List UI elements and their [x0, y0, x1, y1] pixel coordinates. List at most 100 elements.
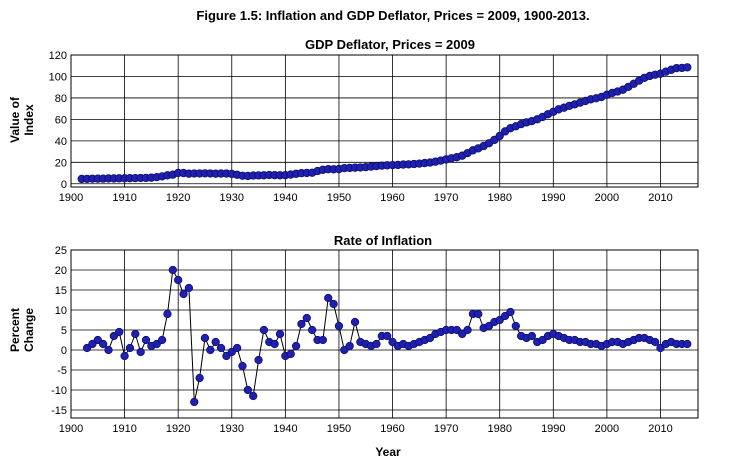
plot-frame — [70, 249, 699, 419]
y-tick-label: 0 — [61, 345, 67, 357]
x-axis-label: Year — [375, 445, 401, 459]
data-point — [308, 325, 317, 335]
x-tick-label: 1920 — [166, 423, 190, 435]
x-tick-label: 1990 — [541, 423, 565, 435]
data-point — [650, 337, 660, 347]
data-point — [120, 351, 129, 361]
y-tick-label: 25 — [55, 245, 67, 257]
y-tick-label: -5 — [57, 365, 67, 377]
y-tick-label: 15 — [55, 285, 67, 297]
data-point — [318, 335, 328, 345]
x-tick-label: 1980 — [487, 423, 511, 435]
x-tick-label: 1900 — [59, 423, 83, 435]
x-tick-label: 2010 — [648, 423, 672, 435]
data-point — [291, 341, 301, 351]
x-tick-label: 1940 — [273, 423, 297, 435]
data-point — [495, 131, 504, 141]
x-tick-label: 1980 — [487, 192, 511, 204]
data-point — [174, 275, 183, 285]
inflation-plot-area: 1900 1910 1920 1930 1940 1950 1960 1970 1980 1990… — [51, 245, 699, 435]
data-point — [270, 339, 279, 349]
deflator-chart: GDP Deflator, Prices = 2009 Value of Ind… — [8, 37, 699, 204]
x-tick-label: 1960 — [380, 423, 404, 435]
data-point — [99, 339, 108, 349]
y-tick-label: 80 — [55, 93, 67, 105]
y-tick-label: 0 — [61, 179, 67, 191]
x-tick-label: 2000 — [595, 192, 619, 204]
data-point — [463, 325, 472, 335]
deflator-chart-title: GDP Deflator, Prices = 2009 — [305, 37, 475, 52]
data-point — [168, 265, 177, 275]
data-point — [297, 319, 306, 329]
x-tick-label: 1900 — [59, 192, 83, 204]
data-point — [136, 347, 145, 357]
x-tick-label: 1960 — [380, 192, 404, 204]
data-point — [249, 391, 258, 401]
x-tick-label: 1940 — [273, 192, 297, 204]
deflator-plot-area: 1900 1910 1920 1930 1940 1950 1960 1970 1980 1990… — [49, 50, 699, 204]
data-point — [683, 63, 692, 72]
y-tick-label: 10 — [55, 305, 67, 317]
data-point — [324, 293, 333, 303]
data-point — [254, 355, 263, 365]
x-tick-label: 1970 — [434, 192, 458, 204]
inflation-ylabel-line1: Percent — [8, 308, 22, 352]
x-tick-label: 2010 — [648, 192, 672, 204]
x-tick-label: 1910 — [112, 192, 136, 204]
data-point — [125, 343, 135, 353]
data-point — [683, 339, 692, 349]
data-point — [474, 309, 483, 319]
data-point — [345, 341, 354, 351]
x-tick-label: 1950 — [327, 423, 351, 435]
y-tick-label: 60 — [55, 114, 67, 126]
inflation-ylabel-line2: Change — [22, 308, 36, 352]
data-point — [206, 345, 215, 355]
plot-frame — [70, 54, 699, 188]
x-tick-label: 1930 — [220, 192, 244, 204]
deflator-ylabel-line1: Value of — [8, 96, 22, 143]
data-point — [527, 331, 537, 341]
data-point — [104, 345, 113, 355]
x-tick-label: 1910 — [112, 423, 136, 435]
data-point — [259, 325, 269, 335]
data-point — [190, 397, 199, 407]
data-point — [179, 289, 188, 299]
y-tick-label: 5 — [61, 325, 67, 337]
x-tick-label: 1930 — [220, 423, 244, 435]
deflator-ylabel-line2: Index — [22, 104, 36, 136]
y-tick-label: -15 — [51, 405, 67, 417]
data-point — [372, 339, 381, 349]
data-point — [141, 335, 151, 345]
data-point — [232, 343, 242, 353]
data-point — [184, 283, 194, 293]
data-point — [200, 333, 210, 343]
data-point — [157, 335, 167, 345]
data-point — [163, 309, 172, 319]
data-point — [115, 327, 124, 337]
figure-title: Figure 1.5: Inflation and GDP Deflator, … — [196, 8, 589, 23]
y-tick-label: 20 — [55, 157, 67, 169]
data-point — [350, 317, 360, 327]
y-tick-label: 120 — [49, 50, 67, 62]
data-point — [506, 307, 515, 317]
data-point — [302, 313, 311, 323]
x-tick-label: 2000 — [595, 423, 619, 435]
y-tick-label: 100 — [49, 71, 67, 83]
inflation-chart: Rate of Inflation Percent Change 1900 191… — [8, 233, 699, 459]
x-tick-label: 1920 — [166, 192, 190, 204]
y-tick-label: 40 — [55, 136, 67, 148]
data-point — [243, 385, 252, 395]
data-point — [216, 343, 226, 353]
data-point — [238, 361, 247, 371]
x-tick-label: 1950 — [327, 192, 351, 204]
y-tick-label: 20 — [55, 265, 67, 277]
data-point — [211, 337, 220, 347]
data-point — [383, 331, 392, 341]
data-point — [329, 299, 338, 309]
data-point — [334, 321, 344, 331]
x-tick-label: 1990 — [541, 192, 565, 204]
data-point — [275, 329, 285, 339]
data-point — [131, 329, 140, 339]
data-point — [195, 373, 204, 383]
